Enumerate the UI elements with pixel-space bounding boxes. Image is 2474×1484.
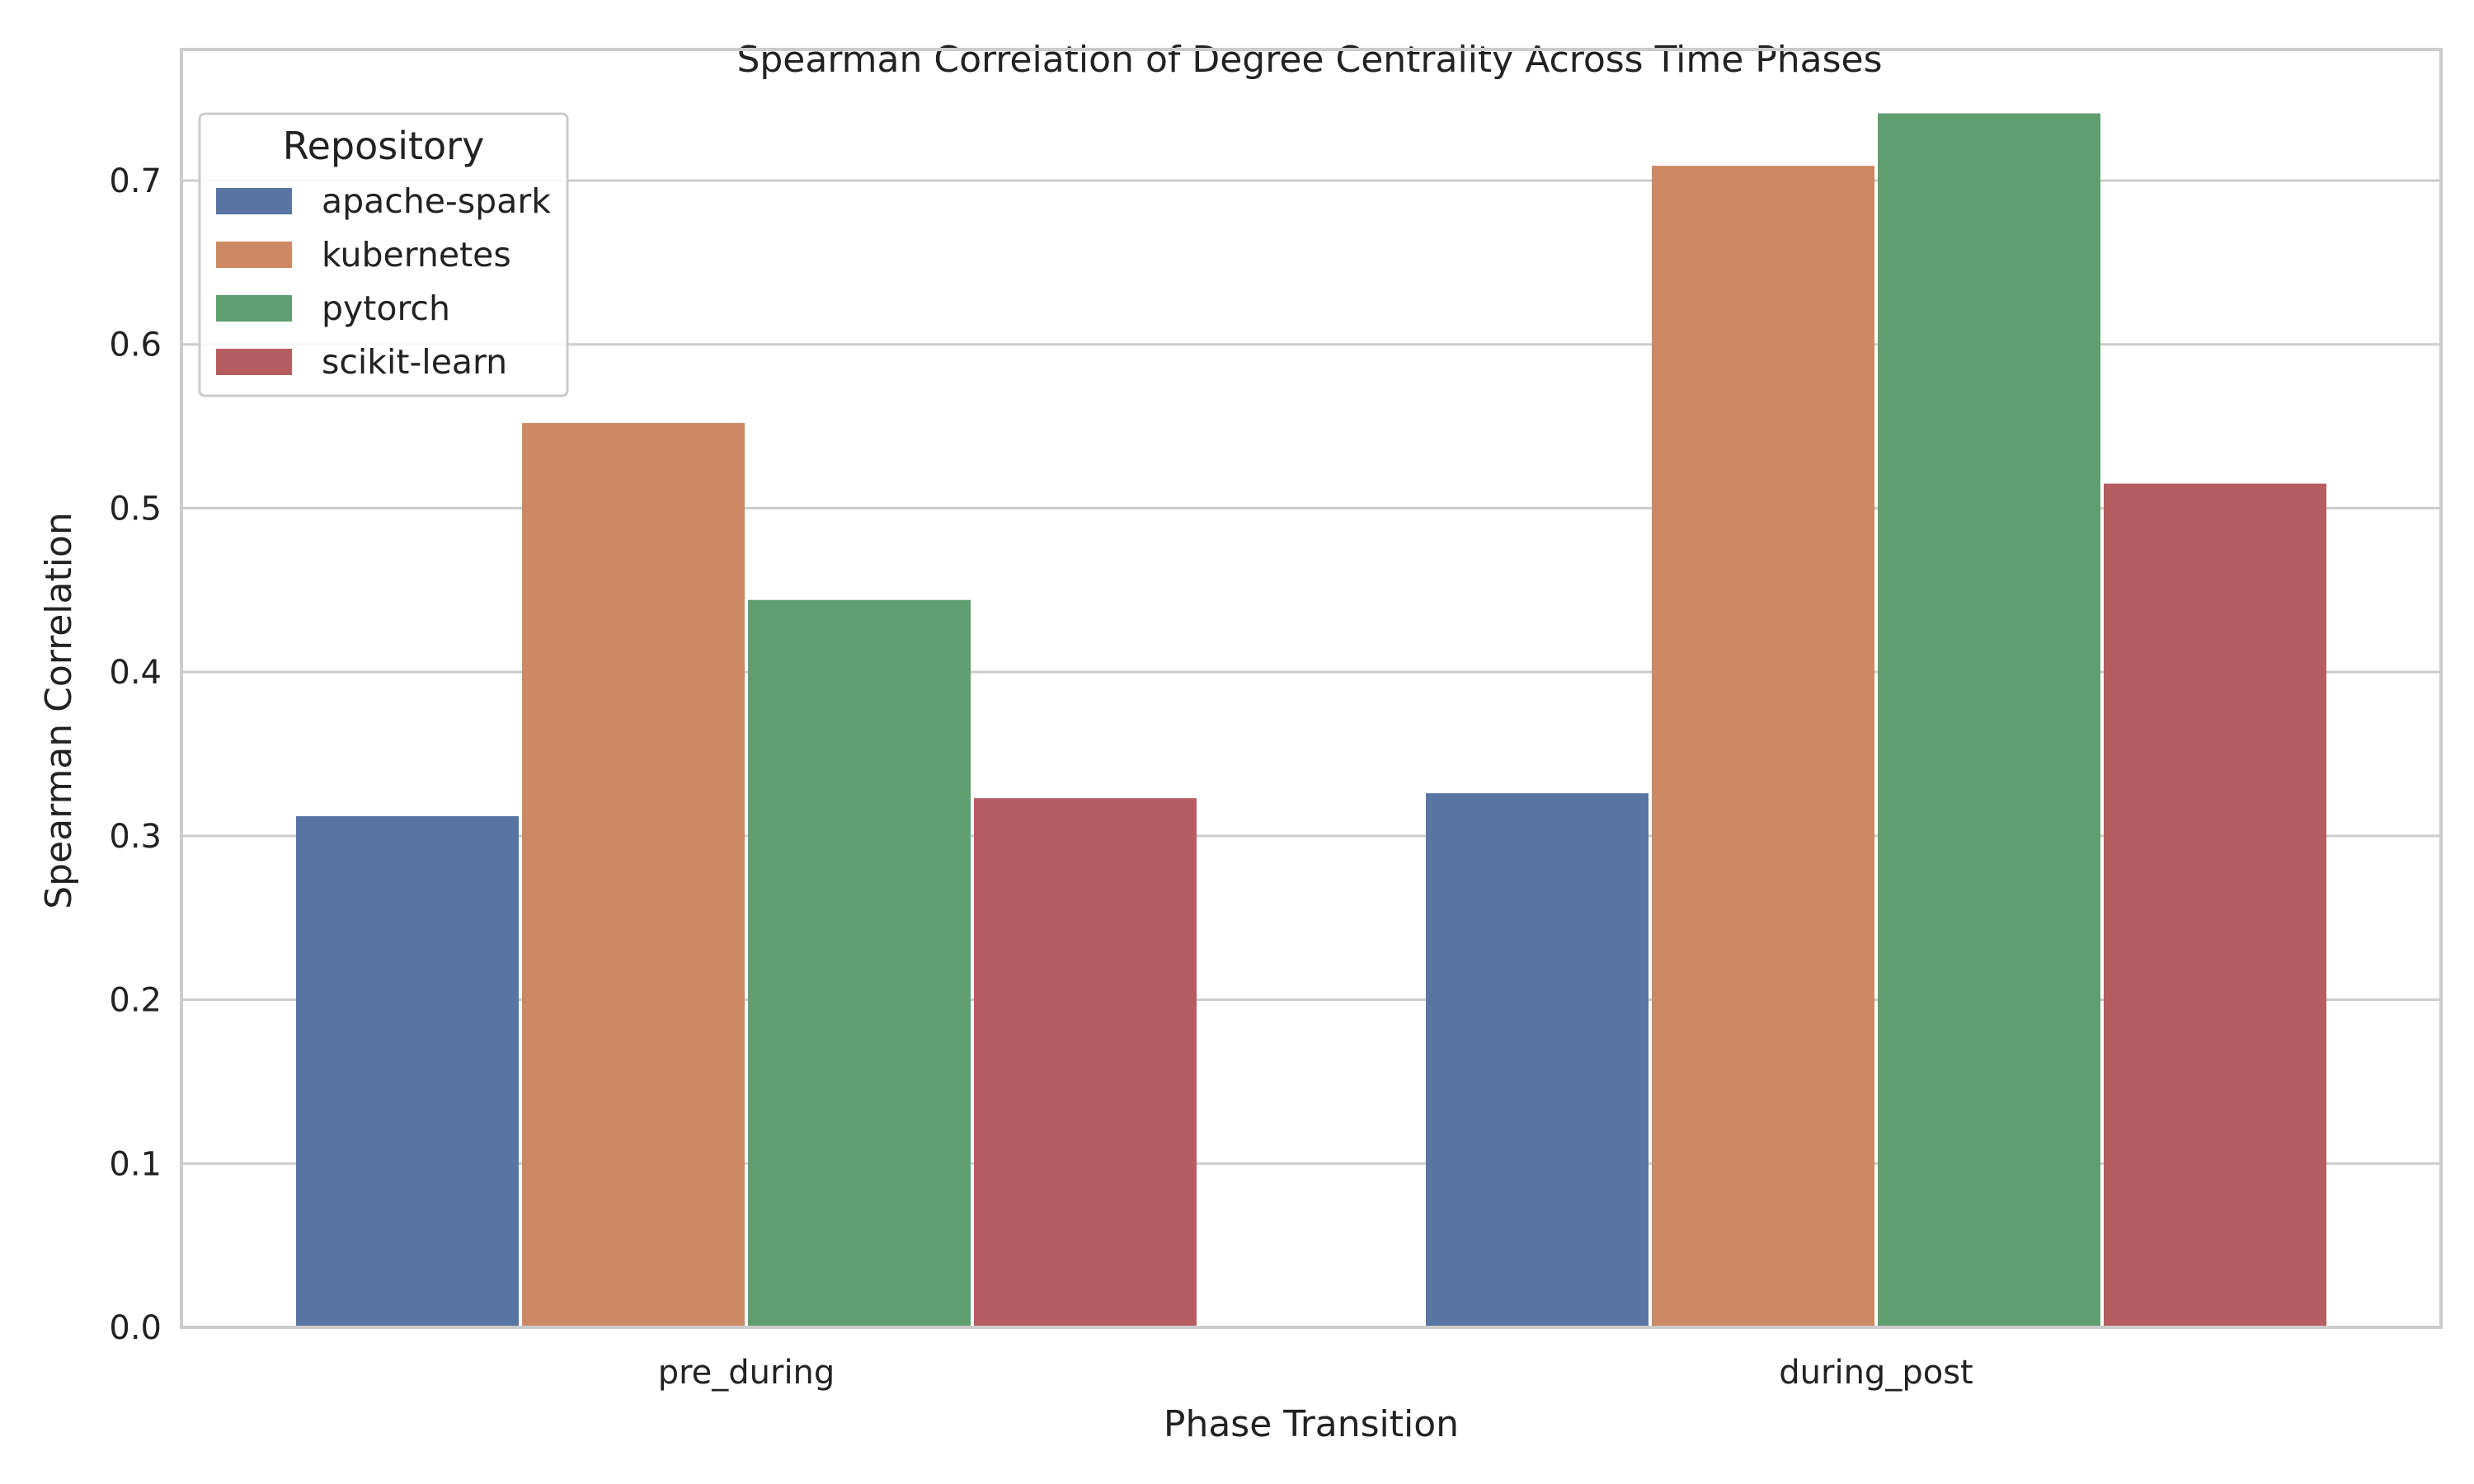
legend-swatch: [216, 242, 292, 268]
legend-box: [198, 112, 569, 397]
legend-swatch: [216, 295, 292, 322]
x-tick-labels: pre_during during_post: [658, 1354, 1973, 1392]
bar-kubernetes-during_post: [1652, 166, 1874, 1328]
legend-entry-label: kubernetes: [322, 235, 511, 275]
bar-scikit-learn-pre_during: [974, 798, 1197, 1327]
y-tick-label: 0.6: [109, 326, 162, 364]
y-tick-label: 0.7: [109, 162, 162, 200]
legend-swatch: [216, 349, 292, 375]
bar-apache-spark-pre_during: [296, 816, 519, 1327]
x-tick-label: pre_during: [658, 1354, 835, 1392]
legend-entry-label: scikit-learn: [322, 342, 507, 382]
bar-scikit-learn-during_post: [2104, 483, 2326, 1327]
y-axis-label: Spearman Correlation: [38, 512, 80, 909]
plot-frame: [180, 48, 2443, 1329]
y-tick-label: 0.1: [109, 1145, 162, 1183]
legend-entry-label: pytorch: [322, 289, 450, 328]
y-tick-label: 0.3: [109, 818, 162, 856]
y-tick-label: 0.0: [109, 1309, 162, 1347]
chart-title: Spearman Correlation of Degree Centralit…: [736, 39, 1882, 81]
bar-kubernetes-pre_during: [522, 423, 745, 1327]
bars: [296, 113, 2326, 1328]
bar-apache-spark-during_post: [1426, 793, 1649, 1327]
legend-entry-label: apache-spark: [322, 181, 551, 221]
y-tick-label: 0.4: [109, 654, 162, 692]
x-tick-label: during_post: [1779, 1354, 1973, 1392]
y-tick-label: 0.2: [109, 982, 162, 1020]
legend-swatch: [216, 188, 292, 214]
bar-pytorch-pre_during: [748, 599, 971, 1327]
legend-items: apache-spark kubernetes pytorch scikit-lear…: [216, 181, 551, 382]
y-tick-labels: 0.0 0.1 0.2 0.3 0.4 0.5 0.6 0.7: [109, 162, 162, 1347]
x-axis-label: Phase Transition: [1164, 1403, 1459, 1445]
legend-title: Repository: [283, 124, 485, 168]
legend: Repository apache-spark kubernetes pytorch…: [198, 112, 569, 397]
bar-pytorch-during_post: [1878, 113, 2100, 1327]
y-tick-label: 0.5: [109, 490, 162, 528]
